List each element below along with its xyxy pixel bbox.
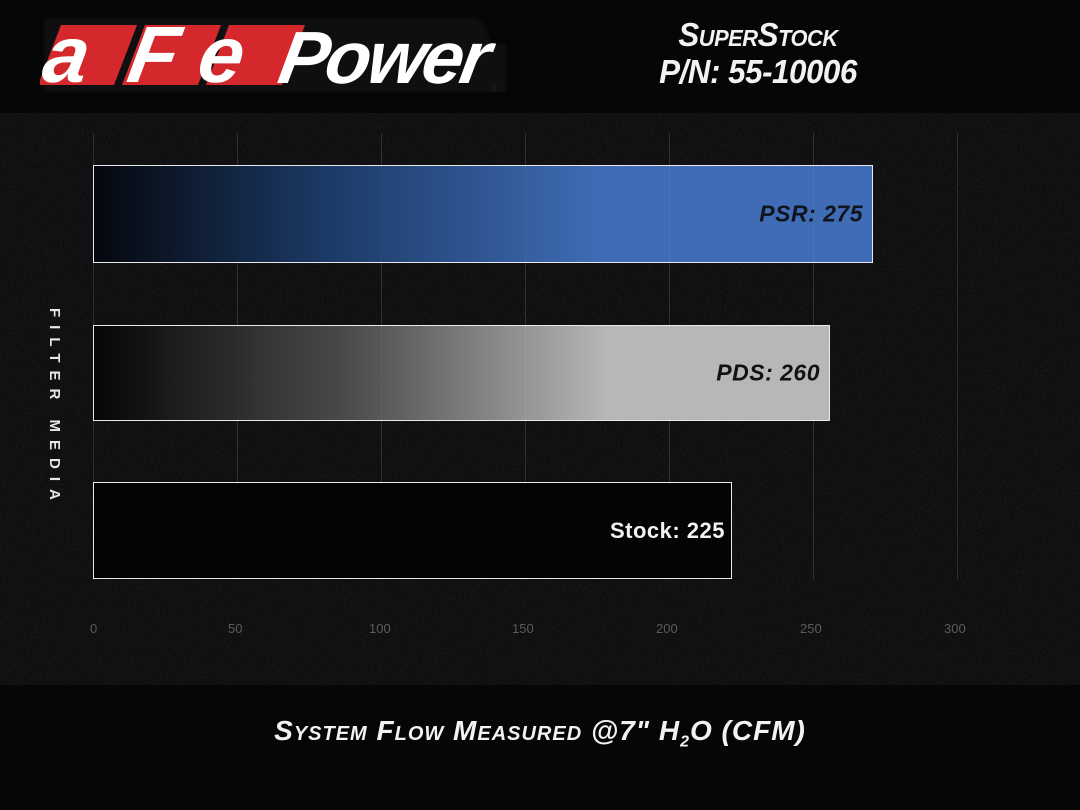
svg-text:®: ®	[490, 83, 498, 95]
svg-text:Power: Power	[273, 16, 502, 96]
